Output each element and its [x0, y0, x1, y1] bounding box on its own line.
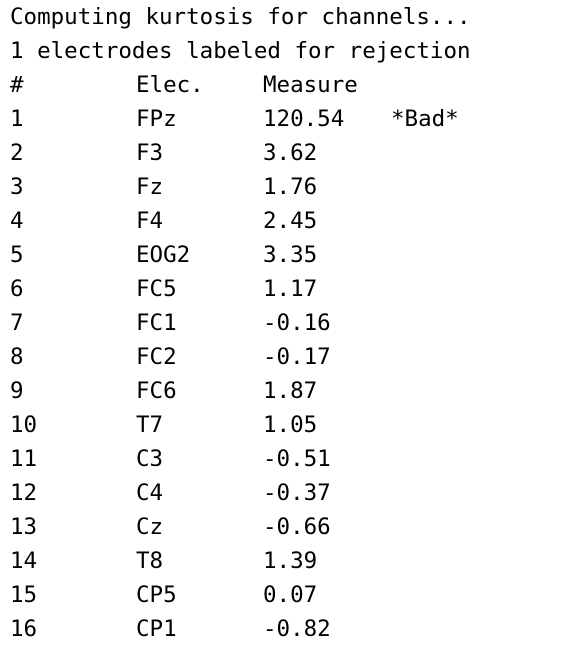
row-number: 1: [10, 106, 24, 132]
row-number: 4: [10, 208, 24, 234]
status-line-computing: Computing kurtosis for channels...: [10, 4, 471, 30]
row-measure: -0.82: [263, 616, 331, 642]
table-row: 8 FC2 -0.17: [0, 340, 570, 374]
table-row: 12 C4 -0.37: [0, 476, 570, 510]
row-measure: -0.16: [263, 310, 331, 336]
table-row: 13 Cz -0.66: [0, 510, 570, 544]
row-measure: 1.76: [263, 174, 318, 200]
table-row: 9 FC6 1.87: [0, 374, 570, 408]
row-number: 11: [10, 446, 38, 472]
table-row: 7 FC1 -0.16: [0, 306, 570, 340]
row-measure: 3.62: [263, 140, 318, 166]
table-row: 5 EOG2 3.35: [0, 238, 570, 272]
row-number: 12: [10, 480, 38, 506]
row-flag: *Bad*: [391, 106, 459, 132]
status-line-rejection: 1 electrodes labeled for rejection: [10, 38, 471, 64]
row-electrode: CP1: [136, 616, 177, 642]
row-electrode: T7: [136, 412, 164, 438]
row-number: 15: [10, 582, 38, 608]
table-row: 1 FPz 120.54 *Bad*: [0, 102, 570, 136]
row-number: 8: [10, 344, 24, 370]
table-row: 4 F4 2.45: [0, 204, 570, 238]
row-electrode: F4: [136, 208, 164, 234]
row-electrode: FC1: [136, 310, 177, 336]
table-row: 6 FC5 1.17: [0, 272, 570, 306]
row-number: 13: [10, 514, 38, 540]
row-electrode: FC6: [136, 378, 177, 404]
row-number: 10: [10, 412, 38, 438]
row-number: 3: [10, 174, 24, 200]
row-electrode: T8: [136, 548, 164, 574]
table-row: 10 T7 1.05: [0, 408, 570, 442]
row-electrode: F3: [136, 140, 164, 166]
row-electrode: C4: [136, 480, 164, 506]
row-electrode: EOG2: [136, 242, 191, 268]
row-electrode: Fz: [136, 174, 164, 200]
table-row: 2 F3 3.62: [0, 136, 570, 170]
row-electrode: Cz: [136, 514, 164, 540]
row-electrode: CP5: [136, 582, 177, 608]
table-header: # Elec. Measure: [0, 68, 570, 102]
row-number: 16: [10, 616, 38, 642]
row-measure: 1.87: [263, 378, 318, 404]
header-number: #: [10, 72, 24, 98]
row-number: 2: [10, 140, 24, 166]
row-measure: -0.51: [263, 446, 331, 472]
row-electrode: FC2: [136, 344, 177, 370]
row-number: 9: [10, 378, 24, 404]
row-measure: -0.66: [263, 514, 331, 540]
row-electrode: FC5: [136, 276, 177, 302]
header-measure: Measure: [263, 72, 358, 98]
row-number: 6: [10, 276, 24, 302]
row-measure: 1.39: [263, 548, 318, 574]
row-number: 5: [10, 242, 24, 268]
row-number: 14: [10, 548, 38, 574]
row-electrode: C3: [136, 446, 164, 472]
row-measure: 2.45: [263, 208, 318, 234]
row-electrode: FPz: [136, 106, 177, 132]
row-measure: -0.37: [263, 480, 331, 506]
row-measure: 120.54: [263, 106, 345, 132]
table-row: 14 T8 1.39: [0, 544, 570, 578]
row-measure: 3.35: [263, 242, 318, 268]
table-row: 16 CP1 -0.82: [0, 612, 570, 646]
row-measure: 1.05: [263, 412, 318, 438]
row-number: 7: [10, 310, 24, 336]
table-row: 11 C3 -0.51: [0, 442, 570, 476]
row-measure: -0.17: [263, 344, 331, 370]
table-row: 3 Fz 1.76: [0, 170, 570, 204]
row-measure: 0.07: [263, 582, 318, 608]
table-row: 15 CP5 0.07: [0, 578, 570, 612]
header-electrode: Elec.: [136, 72, 204, 98]
row-measure: 1.17: [263, 276, 318, 302]
